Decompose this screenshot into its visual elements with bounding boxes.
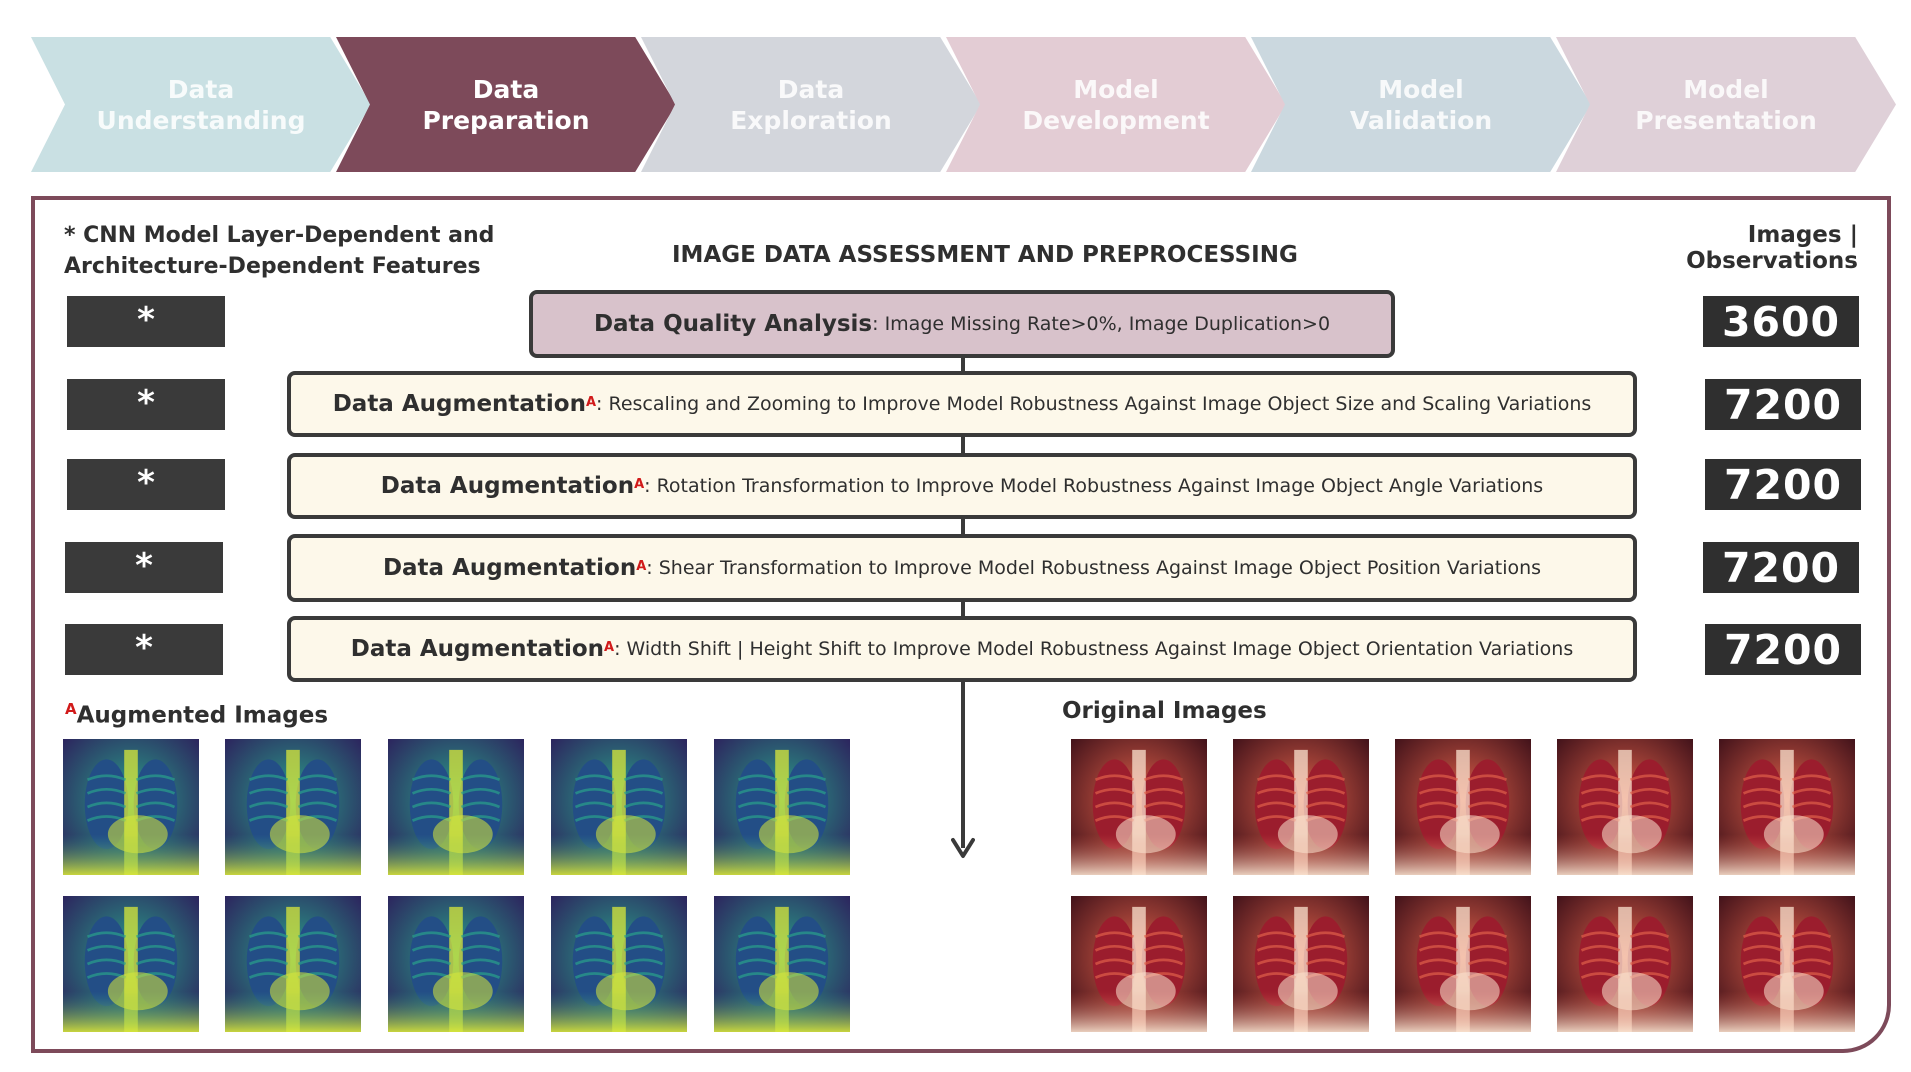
process-step-model-development: Model Development (946, 37, 1286, 172)
augmentation-marker: A (604, 639, 615, 655)
augmented-xray-image (714, 896, 850, 1032)
cnn-feature-marker: * (67, 296, 225, 347)
augmented-xray-image (225, 739, 361, 875)
augmented-xray-image (714, 739, 850, 875)
step-description: : Rotation Transformation to Improve Mod… (644, 475, 1544, 497)
cnn-feature-marker: * (65, 542, 223, 593)
augmentation-marker: A (634, 476, 645, 492)
process-step-data-understanding: Data Understanding (31, 37, 371, 172)
augmented-xray-image (225, 896, 361, 1032)
step-title: Data Augmentation (350, 636, 605, 662)
process-step-data-exploration: Data Exploration (641, 37, 981, 172)
augmentation-rescaling-step: Data Augmentation A: Rescaling and Zoomin… (287, 371, 1637, 437)
process-step-data-preparation: Data Preparation (336, 37, 676, 172)
original-xray-image (1395, 896, 1531, 1032)
preprocessing-panel (31, 196, 1891, 1053)
augmented-xray-image (63, 739, 199, 875)
flow-connector (961, 356, 965, 371)
down-arrow-icon (951, 838, 975, 858)
observation-count: 7200 (1705, 379, 1861, 430)
original-xray-image (1233, 896, 1369, 1032)
step-description: : Rescaling and Zooming to Improve Model… (596, 393, 1592, 415)
process-step-label: Data Preparation (422, 74, 590, 135)
step-title: Data Augmentation (380, 473, 635, 499)
process-step-label: Model Validation (1349, 74, 1493, 135)
observation-count: 3600 (1703, 296, 1859, 347)
process-step-model-presentation: Model Presentation (1556, 37, 1896, 172)
flow-connector (961, 680, 965, 848)
augmented-xray-image (551, 896, 687, 1032)
step-description: : Width Shift | Height Shift to Improve … (614, 638, 1574, 660)
step-title: Data Quality Analysis (593, 311, 873, 337)
original-xray-image (1233, 739, 1369, 875)
observations-header: Images | Observations (1686, 222, 1858, 274)
cnn-feature-marker: * (67, 459, 225, 510)
flow-connector (961, 436, 965, 455)
original-xray-image (1719, 896, 1855, 1032)
original-xray-image (1719, 739, 1855, 875)
data-quality-analysis-step: Data Quality Analysis: Image Missing Rat… (529, 290, 1395, 358)
step-title: Data Augmentation (382, 555, 637, 581)
augmented-images-heading: AAugmented Images (65, 700, 329, 729)
original-xray-image (1557, 739, 1693, 875)
augmentation-marker: A (585, 394, 597, 410)
cnn-feature-marker: * (67, 379, 225, 430)
augmented-xray-image (63, 896, 199, 1032)
augmentation-rotation-step: Data Augmentation A: Rotation Transformat… (287, 453, 1637, 519)
observation-count: 7200 (1705, 624, 1861, 675)
section-title: IMAGE DATA ASSESSMENT AND PREPROCESSING (672, 242, 1298, 268)
cnn-features-note: * CNN Model Layer-Dependent and Architec… (64, 223, 495, 279)
augmentation-shift-step: Data Augmentation A: Width Shift | Height… (287, 616, 1637, 682)
flow-connector (961, 600, 965, 618)
step-title: Data Augmentation (332, 391, 586, 417)
original-xray-image (1395, 739, 1531, 875)
augmented-xray-image (388, 896, 524, 1032)
augmented-xray-image (388, 739, 524, 875)
cnn-feature-marker: * (65, 624, 223, 675)
observation-count: 7200 (1703, 542, 1859, 593)
step-description: : Image Missing Rate>0%, Image Duplicati… (872, 313, 1331, 335)
flow-connector (961, 518, 965, 536)
augmentation-shear-step: Data Augmentation A: Shear Transformation… (287, 534, 1637, 602)
augmented-xray-image (551, 739, 687, 875)
process-step-label: Data Understanding (96, 74, 306, 135)
observation-count: 7200 (1705, 459, 1861, 510)
augmentation-marker: A (636, 558, 647, 574)
process-step-label: Model Presentation (1635, 74, 1817, 135)
original-xray-image (1557, 896, 1693, 1032)
original-xray-image (1071, 896, 1207, 1032)
process-step-model-validation: Model Validation (1251, 37, 1591, 172)
process-step-label: Model Development (1022, 74, 1210, 135)
original-xray-image (1071, 739, 1207, 875)
original-images-heading: Original Images (1062, 698, 1267, 724)
step-description: : Shear Transformation to Improve Model … (646, 557, 1542, 579)
process-step-label: Data Exploration (730, 74, 892, 135)
